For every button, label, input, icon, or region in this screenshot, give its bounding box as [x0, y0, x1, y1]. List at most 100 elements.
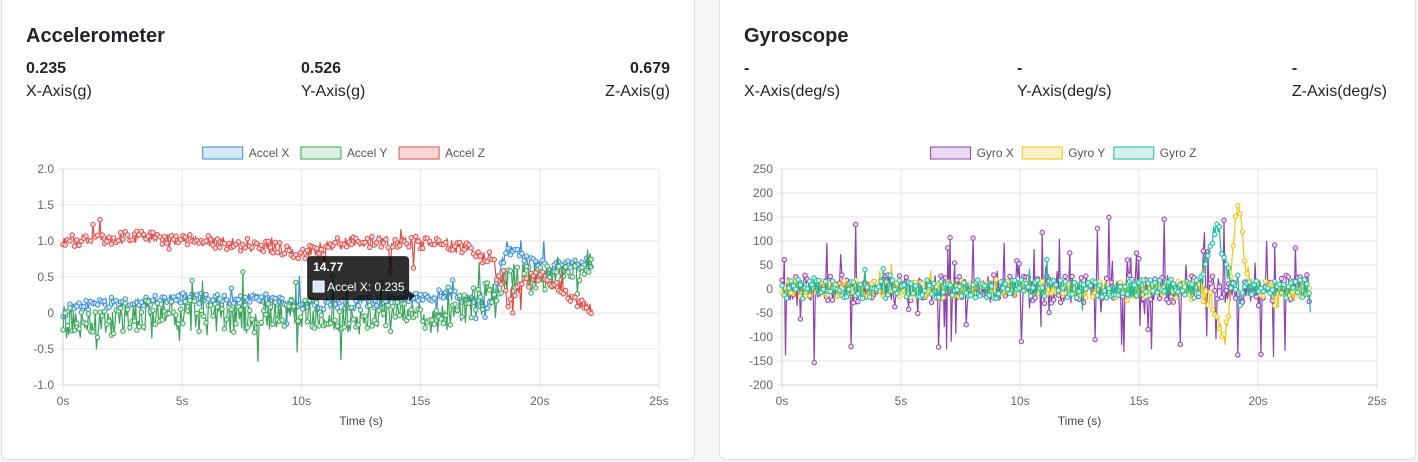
data-point[interactable] — [334, 305, 341, 311]
data-point[interactable] — [977, 293, 983, 299]
data-point[interactable] — [247, 299, 253, 305]
data-point[interactable] — [1051, 297, 1057, 303]
data-point[interactable] — [896, 273, 903, 279]
data-point[interactable] — [859, 295, 866, 301]
data-point[interactable] — [392, 314, 398, 320]
data-point[interactable] — [535, 277, 541, 284]
data-point[interactable] — [1255, 302, 1262, 309]
data-point[interactable] — [880, 265, 887, 272]
data-point[interactable] — [1092, 336, 1098, 343]
data-point[interactable] — [235, 296, 242, 303]
data-point[interactable] — [67, 238, 73, 244]
data-point[interactable] — [180, 290, 186, 296]
data-point[interactable] — [97, 217, 103, 223]
data-point[interactable] — [406, 314, 412, 321]
data-point[interactable] — [346, 320, 352, 327]
data-point[interactable] — [332, 239, 338, 246]
data-point[interactable] — [788, 278, 794, 284]
data-point[interactable] — [1292, 279, 1299, 285]
legend-item[interactable]: Accel X — [202, 146, 290, 160]
data-point[interactable] — [422, 325, 428, 331]
data-point[interactable] — [380, 310, 387, 317]
data-point[interactable] — [397, 243, 403, 249]
data-point[interactable] — [141, 324, 147, 330]
data-point[interactable] — [540, 269, 546, 275]
data-point[interactable] — [327, 320, 334, 326]
data-point[interactable] — [177, 306, 184, 312]
data-point[interactable] — [1131, 282, 1137, 288]
data-point[interactable] — [221, 326, 228, 332]
data-point[interactable] — [111, 235, 117, 241]
data-point[interactable] — [150, 297, 156, 303]
data-point[interactable] — [260, 248, 267, 255]
data-point[interactable] — [108, 241, 115, 247]
data-point[interactable] — [940, 289, 946, 295]
data-point[interactable] — [519, 250, 525, 257]
data-point[interactable] — [452, 288, 458, 294]
data-point[interactable] — [175, 321, 182, 327]
data-point[interactable] — [367, 244, 373, 251]
data-point[interactable] — [912, 283, 919, 289]
data-point[interactable] — [410, 265, 417, 271]
data-point[interactable] — [1219, 294, 1225, 301]
data-point[interactable] — [533, 285, 539, 291]
data-point[interactable] — [274, 249, 281, 256]
data-point[interactable] — [1244, 271, 1250, 277]
data-point[interactable] — [903, 274, 910, 280]
data-point[interactable] — [1285, 274, 1292, 280]
data-point[interactable] — [521, 258, 527, 264]
data-point[interactable] — [876, 284, 882, 290]
data-point[interactable] — [1200, 271, 1206, 277]
data-point[interactable] — [254, 240, 260, 247]
data-point[interactable] — [896, 277, 903, 284]
data-point[interactable] — [417, 307, 424, 313]
data-point[interactable] — [1281, 281, 1287, 288]
data-point[interactable] — [829, 278, 836, 284]
data-point[interactable] — [924, 277, 930, 283]
data-point[interactable] — [189, 277, 195, 284]
data-point[interactable] — [350, 316, 357, 322]
data-point[interactable] — [850, 279, 857, 285]
data-point[interactable] — [76, 326, 82, 332]
data-point[interactable] — [1297, 277, 1303, 283]
data-point[interactable] — [533, 270, 539, 276]
data-point[interactable] — [1239, 229, 1246, 235]
data-point[interactable] — [493, 277, 500, 283]
data-point[interactable] — [341, 324, 347, 330]
data-point[interactable] — [484, 258, 490, 265]
data-point[interactable] — [258, 294, 264, 300]
data-point[interactable] — [443, 312, 449, 319]
data-point[interactable] — [1205, 253, 1211, 259]
data-point[interactable] — [1216, 224, 1223, 230]
data-point[interactable] — [1027, 293, 1034, 299]
data-point[interactable] — [443, 240, 449, 246]
data-point[interactable] — [1265, 285, 1271, 291]
data-point[interactable] — [429, 317, 435, 323]
legend-item[interactable]: Accel Y — [300, 146, 387, 160]
data-point[interactable] — [855, 291, 861, 297]
data-point[interactable] — [839, 272, 845, 278]
data-point[interactable] — [1301, 276, 1308, 283]
data-point[interactable] — [1209, 240, 1216, 247]
data-point[interactable] — [214, 236, 221, 242]
data-point[interactable] — [1191, 295, 1197, 301]
data-point[interactable] — [523, 275, 530, 281]
data-point[interactable] — [373, 240, 380, 246]
data-point[interactable] — [1117, 284, 1124, 290]
data-point[interactable] — [355, 322, 361, 328]
data-point[interactable] — [378, 244, 384, 250]
data-point[interactable] — [364, 325, 371, 331]
data-point[interactable] — [846, 286, 852, 292]
data-point[interactable] — [475, 249, 481, 255]
data-point[interactable] — [1212, 287, 1218, 294]
data-point[interactable] — [159, 241, 165, 247]
data-point[interactable] — [1182, 292, 1188, 298]
data-point[interactable] — [475, 286, 481, 293]
data-point[interactable] — [484, 305, 490, 311]
data-point[interactable] — [1235, 202, 1241, 209]
data-point[interactable] — [270, 321, 276, 327]
data-point[interactable] — [1230, 243, 1236, 249]
data-point[interactable] — [1200, 298, 1206, 305]
data-point[interactable] — [60, 327, 66, 333]
data-point[interactable] — [263, 312, 269, 318]
